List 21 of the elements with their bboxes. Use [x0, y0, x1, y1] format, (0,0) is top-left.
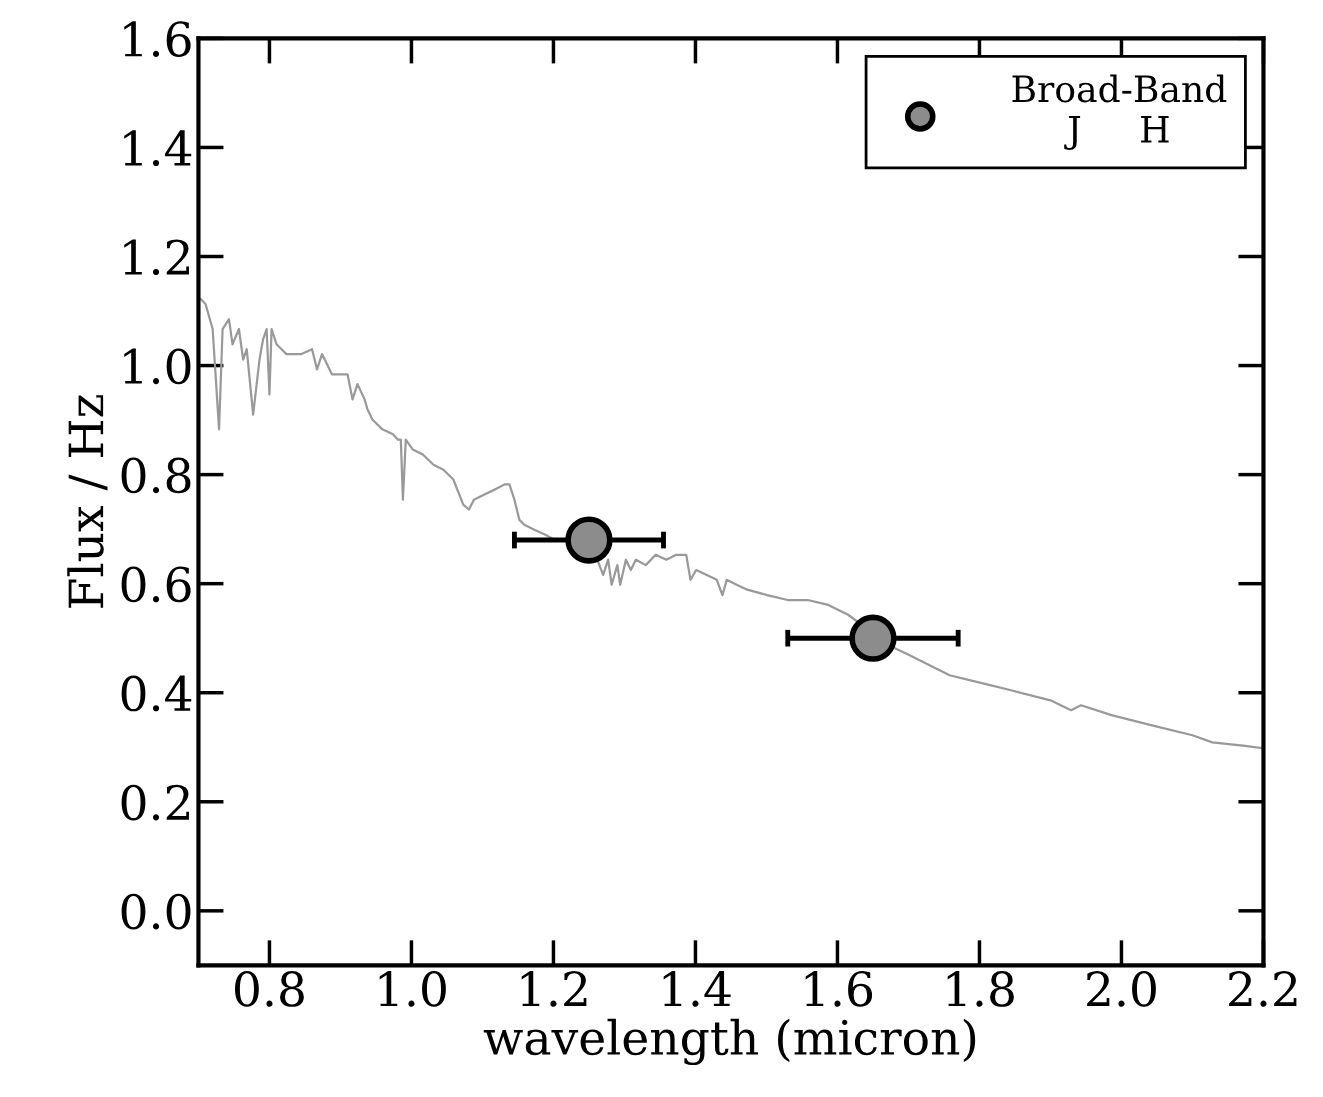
- y-tick-label: 1.6: [124, 21, 191, 58]
- x-tick-label: 0.8: [235, 971, 304, 1007]
- x-tick-label: 2.2: [1229, 971, 1297, 1007]
- legend-label: Broad-Band J H: [1012, 74, 1227, 150]
- x-tick-label: 1.8: [947, 971, 1014, 1007]
- y-tick-label: 0.4: [121, 675, 192, 712]
- y-axis-title: Flux / Hz: [67, 395, 108, 608]
- y-tick-label: 0.0: [121, 893, 191, 930]
- x-tick-label: 1.6: [805, 971, 873, 1007]
- x-axis-title: wavelength (micron): [483, 1018, 976, 1066]
- y-tick-label: 1.0: [124, 348, 191, 385]
- y-tick-label: 0.6: [121, 566, 191, 603]
- y-tick-label: 1.2: [124, 239, 189, 276]
- y-tick-label: 1.4: [124, 130, 192, 167]
- x-tick-label: 1.4: [663, 971, 731, 1007]
- x-tick-label: 1.0: [379, 971, 446, 1007]
- y-tick-label: 0.2: [121, 784, 189, 821]
- line-series: [199, 297, 1264, 750]
- y-tick-label: 0.8: [121, 457, 191, 494]
- x-tick-label: 2.0: [1087, 971, 1156, 1007]
- x-tick-label: 1.2: [521, 971, 587, 1007]
